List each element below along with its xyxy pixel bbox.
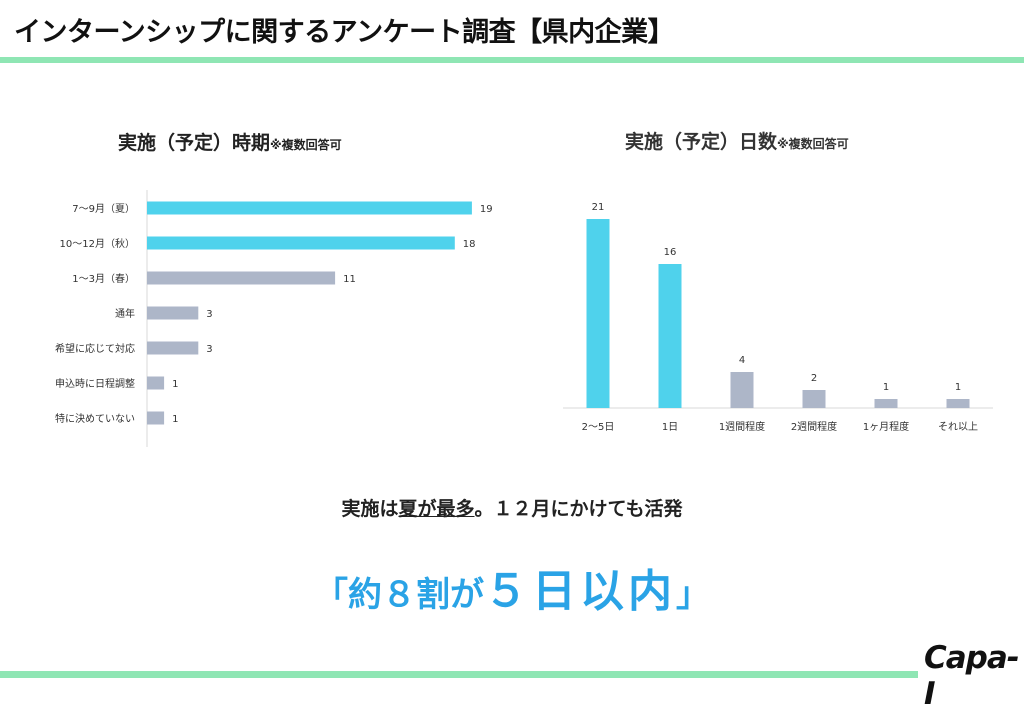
chart-title-days-text: 実施（予定）日数 — [625, 131, 778, 153]
data-label: 1 — [172, 379, 178, 390]
y-tick-label: 10～12月（秋） — [60, 237, 135, 250]
bar — [147, 376, 165, 390]
y-tick-label: 通年 — [115, 307, 135, 320]
data-label: 4 — [739, 355, 745, 366]
company-logo: Capa-I — [924, 640, 1020, 712]
chart-title-days-note: ※複数回答可 — [777, 137, 849, 151]
x-tick-label: 1週間程度 — [719, 420, 765, 433]
summary-part-3: 。１２月にかけても活発 — [474, 498, 683, 520]
chart-title-timing-text: 実施（予定）時期 — [118, 132, 271, 154]
data-label: 21 — [592, 202, 605, 213]
data-label: 2 — [811, 373, 817, 384]
x-tick-label: 2～5日 — [582, 422, 615, 433]
summary-text: 実施は夏が最多。１２月にかけても活発 — [0, 494, 1024, 521]
x-tick-label: それ以上 — [938, 421, 978, 433]
y-tick-label: 申込時に日程調整 — [55, 377, 135, 390]
data-label: 18 — [463, 239, 476, 250]
chart-title-timing-note: ※複数回答可 — [270, 138, 342, 152]
bar — [147, 201, 472, 215]
bar — [147, 341, 199, 355]
data-label: 19 — [480, 204, 493, 215]
data-label: 3 — [206, 344, 212, 355]
bar — [586, 219, 610, 408]
bottom-divider — [0, 671, 918, 678]
chart-title-timing: 実施（予定）時期※複数回答可 — [118, 128, 342, 155]
headline-close: 」 — [676, 575, 710, 615]
data-label: 1 — [955, 382, 961, 393]
x-tick-label: 1日 — [662, 422, 678, 433]
bar — [147, 411, 165, 425]
y-tick-label: 1～3月（春） — [72, 273, 135, 285]
bar — [874, 399, 898, 408]
data-label: 1 — [172, 414, 178, 425]
chart-title-days: 実施（予定）日数※複数回答可 — [625, 127, 849, 154]
bar — [802, 390, 826, 408]
page-title: インターンシップに関するアンケート調査【県内企業】 — [14, 17, 675, 48]
bar — [147, 271, 336, 285]
summary-emphasis: 夏が最多 — [398, 498, 475, 520]
headline-emphasis: ５日以内 — [484, 566, 676, 617]
top-divider — [0, 57, 1024, 63]
x-tick-label: 1ヶ月程度 — [863, 420, 909, 433]
data-label: 1 — [883, 382, 889, 393]
bar — [147, 306, 199, 320]
headline: 「約８割が５日以内」 — [0, 555, 1024, 619]
y-tick-label: 7～9月（夏） — [72, 203, 135, 215]
headline-open: 「約８割が — [314, 575, 484, 615]
y-tick-label: 特に決めていない — [55, 413, 135, 425]
summary-part-1: 実施は — [341, 498, 399, 520]
y-tick-label: 希望に応じて対応 — [55, 342, 135, 355]
bar — [946, 399, 970, 408]
data-label: 11 — [343, 274, 356, 285]
data-label: 3 — [206, 309, 212, 320]
data-label: 16 — [664, 247, 677, 258]
bar — [147, 236, 455, 250]
bar — [658, 264, 682, 408]
x-tick-label: 2週間程度 — [791, 420, 837, 433]
bar — [730, 372, 754, 408]
